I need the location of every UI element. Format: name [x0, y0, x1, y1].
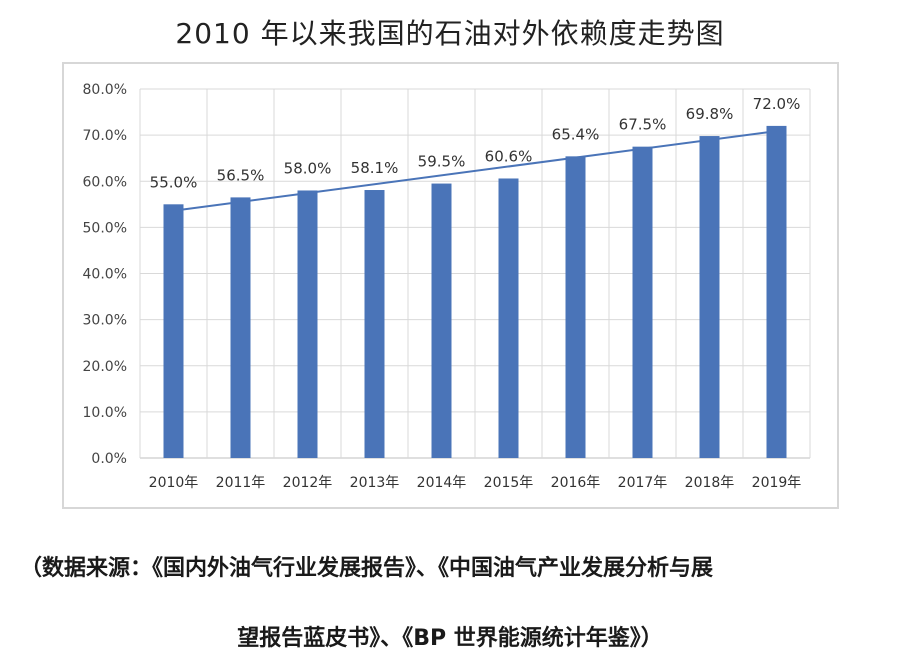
x-tick-label: 2011年	[216, 475, 266, 491]
bar	[498, 178, 519, 459]
y-tick-label: 50.0%	[83, 220, 127, 236]
y-tick-label: 10.0%	[83, 405, 127, 421]
y-tick-label: 70.0%	[83, 128, 127, 144]
x-tick-label: 2017年	[618, 475, 668, 491]
x-tick-label: 2016年	[551, 475, 601, 491]
bar	[230, 197, 251, 459]
bar	[699, 136, 720, 459]
x-tick-label: 2019年	[752, 475, 802, 491]
x-tick-label: 2018年	[685, 475, 735, 491]
bar-chart: 0.0% 10.0% 20.0% 30.0% 40.0% 50.0% 60.0% 70.0% 8…	[83, 82, 811, 491]
source-note-line2: 望报告蓝皮书》、《BP 世界能源统计年鉴》）	[237, 626, 663, 651]
x-tick-label: 2012年	[283, 475, 333, 491]
data-label: 72.0%	[753, 95, 801, 113]
trend-line	[173, 130, 777, 212]
bar	[431, 183, 452, 458]
source-note-line1: （数据来源：《国内外油气行业发展报告》、《中国油气产业发展分析与展	[20, 556, 714, 581]
y-tick-label: 20.0%	[83, 359, 127, 375]
bar	[364, 190, 385, 459]
bar	[632, 146, 653, 458]
y-tick-label: 80.0%	[83, 82, 127, 98]
x-tick-label: 2010年	[149, 475, 199, 491]
y-tick-label: 60.0%	[83, 174, 127, 190]
y-tick-label: 30.0%	[83, 313, 127, 329]
data-label: 58.1%	[351, 159, 399, 177]
x-tick-label: 2013年	[350, 475, 400, 491]
bar	[297, 190, 318, 458]
data-label: 56.5%	[217, 166, 265, 184]
data-label: 60.6%	[485, 147, 533, 165]
bar	[163, 204, 184, 458]
data-label: 55.0%	[150, 173, 198, 191]
bar	[565, 156, 586, 458]
data-label: 67.5%	[619, 116, 667, 134]
data-label: 58.0%	[284, 159, 332, 177]
x-tick-label: 2015年	[484, 475, 534, 491]
y-tick-label: 0.0%	[91, 451, 127, 467]
data-label: 69.8%	[686, 105, 734, 123]
bar	[766, 125, 787, 459]
x-tick-label: 2014年	[417, 475, 467, 491]
chart-title: 2010 年以来我国的石油对外依赖度走势图	[175, 17, 725, 50]
y-tick-label: 40.0%	[83, 267, 127, 283]
data-label: 59.5%	[418, 153, 466, 171]
data-label: 65.4%	[552, 125, 600, 143]
